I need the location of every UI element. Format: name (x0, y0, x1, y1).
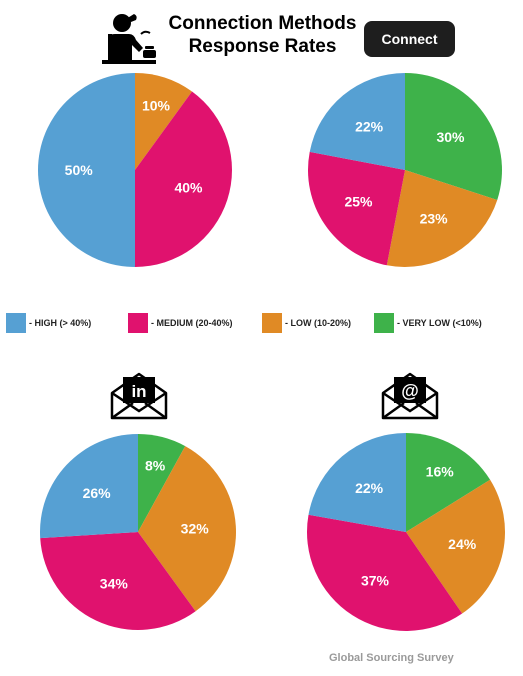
svg-text:@: @ (401, 381, 419, 401)
pie-slice-label: 34% (100, 575, 129, 591)
pie-slice-low (386, 170, 498, 267)
pie-slice-label: 50% (65, 162, 94, 178)
pie-chart-3: 8% 32% 34% 26% (39, 434, 236, 630)
pie-slice-low (135, 73, 193, 170)
pie-slice-label: 23% (420, 210, 449, 226)
pie-slice-very-low (406, 433, 491, 532)
linkedin-envelope-icon: in (110, 372, 168, 420)
connect-button[interactable]: Connect (364, 21, 455, 57)
pie-chart-2: 30% 23% 25% 22% (308, 73, 502, 267)
legend-swatch-high (6, 313, 26, 333)
legend-item-very-low: - VERY LOW (<10%) (374, 313, 482, 333)
pie-slice-label: 22% (355, 119, 384, 135)
legend-label-high: - HIGH (> 40%) (29, 318, 92, 328)
legend-item-high: - HIGH (> 40%) (6, 313, 91, 333)
pie-slice-very-low (138, 434, 186, 532)
pie-slice-very-low (405, 73, 502, 200)
pie-slice-label: 8% (145, 458, 166, 474)
pie-slice-medium (135, 91, 232, 267)
svg-text:in: in (131, 382, 146, 401)
pie-slice-high (309, 73, 405, 170)
pie-slice-high (308, 433, 406, 532)
legend-item-medium: - MEDIUM (20-40%) (128, 313, 233, 333)
person-phone-icon (102, 14, 156, 64)
email-envelope-icon: @ (381, 372, 439, 420)
pie-slice-label: 40% (174, 179, 203, 195)
pie-slice-label: 32% (181, 520, 210, 536)
pie-chart-1: 10% 40% 50% (38, 73, 232, 267)
legend-label-very-low: - VERY LOW (<10%) (397, 318, 482, 328)
title-line-1: Connection Methods (168, 13, 357, 34)
legend-swatch-medium (128, 313, 148, 333)
legend: - HIGH (> 40%) - MEDIUM (20-40%) - LOW (… (6, 313, 518, 333)
pie-slice-low (406, 479, 505, 614)
legend-label-low: - LOW (10-20%) (285, 318, 352, 328)
legend-swatch-very-low (374, 313, 394, 333)
pie-slice-label: 26% (83, 485, 112, 501)
pie-slice-label: 10% (142, 97, 171, 113)
legend-item-low: - LOW (10-20%) (262, 313, 351, 333)
pie-chart-4: 16% 24% 37% 22% (306, 433, 505, 631)
pie-slice-label: 25% (344, 194, 373, 210)
legend-label-medium: - MEDIUM (20-40%) (151, 318, 233, 328)
pie-slice-high (38, 73, 135, 267)
pie-slice-label: 16% (426, 463, 455, 479)
legend-swatch-low (262, 313, 282, 333)
pie-slice-medium (306, 514, 463, 631)
pie-slice-high (39, 434, 138, 539)
title-line-2: Response Rates (188, 36, 337, 57)
page-title: Connection Methods Response Rates (160, 12, 365, 58)
pie-slice-medium (40, 532, 196, 630)
pie-slice-low (138, 446, 236, 612)
pie-slice-label: 22% (355, 480, 384, 496)
pie-slice-label: 37% (361, 572, 390, 588)
footer-source: Global Sourcing Survey (329, 652, 454, 664)
pie-slice-label: 24% (448, 536, 477, 552)
pie-slice-label: 30% (436, 129, 465, 145)
pie-slice-medium (308, 151, 405, 266)
